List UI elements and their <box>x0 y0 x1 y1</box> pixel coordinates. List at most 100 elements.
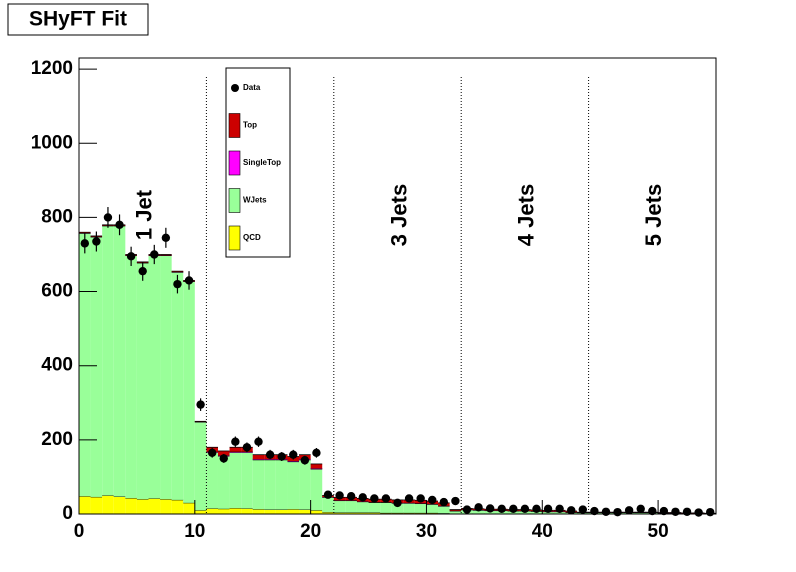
bar-segment <box>79 233 91 497</box>
bar-segment <box>414 512 427 514</box>
bar-segment <box>299 459 311 510</box>
data-point <box>497 504 506 514</box>
data-point <box>601 507 611 516</box>
data-point <box>254 437 263 446</box>
bar-segment <box>322 512 334 514</box>
y-tick-label: 0 <box>62 503 73 524</box>
data-point <box>184 276 194 285</box>
legend-swatch <box>228 150 241 176</box>
bar-segment <box>634 512 647 514</box>
bar-segment <box>368 512 381 514</box>
bar-segment <box>368 502 381 513</box>
bar-segment <box>391 512 404 514</box>
data-point <box>115 220 124 230</box>
bar-segment <box>206 452 218 509</box>
bar-segment <box>287 509 300 514</box>
data-point <box>231 437 240 446</box>
data-point <box>381 494 391 503</box>
bar-segment <box>90 496 103 514</box>
data-point <box>289 450 298 459</box>
annotation: 1 Jet <box>132 189 157 240</box>
bar-segment <box>183 281 195 503</box>
bar-segment <box>217 456 230 509</box>
x-tick-label: 0 <box>74 521 85 542</box>
data-point <box>682 507 692 516</box>
bar-segment <box>356 512 369 514</box>
plot-area <box>79 207 716 517</box>
data-point <box>138 266 147 276</box>
bar-segment <box>194 422 207 511</box>
bar-segment <box>322 497 334 513</box>
data-point <box>126 252 136 261</box>
bar-segment <box>160 499 172 514</box>
chart-title: SHyFT Fit <box>29 8 127 31</box>
bar-segment <box>264 509 276 514</box>
legend-swatch <box>228 188 241 213</box>
y-tick-label: 200 <box>41 429 73 450</box>
data-point <box>462 505 472 514</box>
bar-segment <box>113 496 126 514</box>
bar-segment <box>380 502 392 513</box>
legend-swatch <box>228 113 241 138</box>
annotation: 3 Jets <box>386 184 411 246</box>
data-point <box>428 495 437 505</box>
legend-label: Top <box>243 121 257 130</box>
legend-label: WJets <box>243 196 267 205</box>
legend-label: SingleTop <box>243 158 281 167</box>
bar-segment <box>287 461 300 510</box>
x-tick-label: 40 <box>532 521 553 542</box>
data-point <box>242 443 252 452</box>
data-point <box>648 506 657 516</box>
y-tick-label: 400 <box>41 355 73 376</box>
bar-segment <box>426 504 439 513</box>
bar-segment <box>472 510 485 514</box>
data-point <box>416 494 425 503</box>
data-point <box>404 494 414 503</box>
data-point <box>207 448 217 458</box>
data-point <box>474 503 483 512</box>
annotation: 5 Jets <box>641 184 666 246</box>
data-point <box>335 491 344 500</box>
bar-segment <box>310 510 323 514</box>
bar-segment <box>148 498 161 514</box>
bar-segment <box>380 512 392 514</box>
legend-swatch <box>228 225 241 251</box>
data-point <box>636 504 645 514</box>
data-point <box>370 494 379 503</box>
data-point <box>659 506 669 516</box>
data-point <box>265 450 275 459</box>
bar-segment <box>206 508 218 514</box>
bar-segment <box>136 499 149 514</box>
data-point <box>150 250 159 259</box>
data-point <box>196 400 205 409</box>
data-point <box>161 233 171 243</box>
x-tick-label: 30 <box>416 521 437 542</box>
bar-segment <box>299 509 311 514</box>
annotation: 4 Jets <box>514 184 539 246</box>
bar-segment <box>241 452 253 509</box>
legend-marker <box>231 84 239 92</box>
data-point <box>219 454 228 463</box>
bar-segment <box>125 498 137 514</box>
bar-segment <box>229 447 242 452</box>
bar-segment <box>345 512 357 514</box>
bar-segment <box>333 500 346 513</box>
bar-segment <box>171 499 184 514</box>
title-box <box>7 3 149 36</box>
y-tick-label: 600 <box>41 281 73 302</box>
bar-segment <box>403 512 415 514</box>
data-point <box>92 237 101 246</box>
bar-segment <box>264 459 276 510</box>
legend: Data Top SingleTop WJets QCD <box>225 67 291 258</box>
data-point <box>671 507 680 516</box>
bar-segment <box>217 508 230 514</box>
bar-segment <box>171 272 184 500</box>
data-point <box>346 492 356 501</box>
bar-segment <box>356 501 369 513</box>
data-point <box>323 490 333 499</box>
data-point <box>393 498 402 508</box>
data-point <box>358 493 367 502</box>
bar-segment <box>275 509 288 514</box>
